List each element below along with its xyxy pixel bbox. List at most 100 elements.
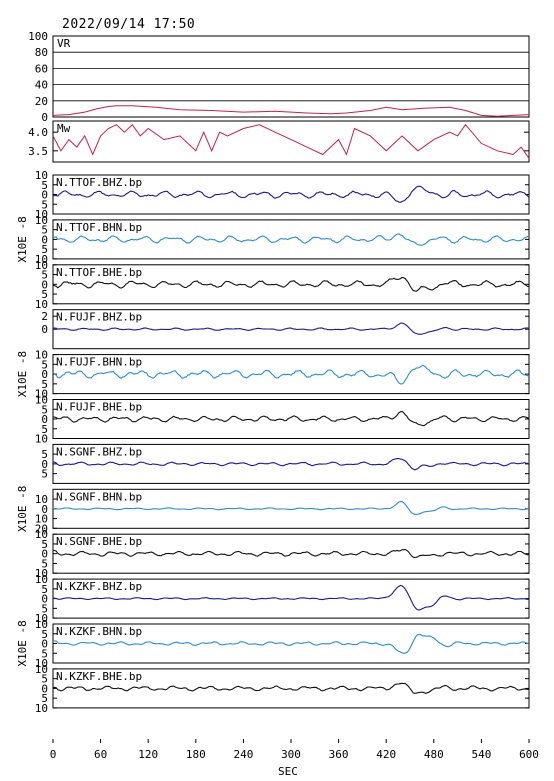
- waveform-tick-label: 10: [35, 298, 48, 311]
- waveform-tick-label: 0: [41, 413, 48, 426]
- waveform-trace: [52, 233, 530, 246]
- amplitude-scale-label: X10E -8: [16, 216, 29, 262]
- waveform-trace: [52, 458, 530, 471]
- vr-panel-label: VR: [57, 37, 71, 50]
- waveform-channel-label: N.KZKF.BHE.bp: [56, 670, 142, 683]
- x-tick-label: 540: [471, 748, 491, 761]
- waveform-tick-label: 5: [41, 198, 48, 211]
- waveform-trace: [52, 276, 530, 292]
- vr-tick-label: 40: [35, 79, 48, 92]
- waveform-tick-label: 5: [41, 403, 48, 416]
- vr-tick-label: 60: [35, 62, 48, 75]
- waveform-tick-label: 5: [41, 673, 48, 686]
- mw-tick-label: 3.5: [28, 145, 48, 158]
- waveform-tick-label: 10: [35, 433, 48, 446]
- x-tick-label: 180: [186, 748, 206, 761]
- waveform-channel-label: N.TTOF.BHZ.bp: [56, 176, 142, 189]
- x-tick-label: 300: [281, 748, 301, 761]
- vr-series-line: [52, 105, 530, 117]
- waveform-tick-label: 10: [35, 493, 48, 506]
- waveform-tick-label: 0: [41, 368, 48, 381]
- waveform-tick-label: 5: [41, 269, 48, 282]
- waveform-trace: [52, 548, 530, 559]
- waveform-channel-label: N.SGNF.BHN.bp: [56, 490, 142, 503]
- waveform-tick-label: 10: [35, 214, 48, 227]
- waveform-trace: [52, 322, 530, 335]
- x-tick-label: 360: [329, 748, 349, 761]
- waveform-tick-label: 5: [41, 647, 48, 660]
- waveform-channel-label: N.KZKF.BHZ.bp: [56, 580, 142, 593]
- mw-series-line: [52, 123, 530, 159]
- waveform-tick-label: 10: [35, 528, 48, 541]
- waveform-tick-label: 5: [41, 423, 48, 436]
- waveform-channel-label: N.SGNF.BHE.bp: [56, 535, 142, 548]
- x-tick-label: 420: [376, 748, 396, 761]
- waveform-trace: [52, 364, 530, 385]
- waveform-trace: [52, 584, 530, 611]
- waveform-tick-label: 10: [35, 657, 48, 670]
- waveform-channel-label: N.TTOF.BHE.bp: [56, 266, 142, 279]
- waveform-tick-label: 0: [41, 323, 48, 336]
- waveform-channel-label: N.SGNF.BHZ.bp: [56, 445, 142, 458]
- waveform-tick-label: 0: [41, 638, 48, 651]
- x-tick-label: 120: [138, 748, 158, 761]
- mw-panel-frame: [52, 120, 530, 163]
- waveform-tick-label: 2: [41, 310, 48, 323]
- waveform-tick-label: 5: [41, 583, 48, 596]
- waveform-tick-label: 0: [41, 458, 48, 471]
- waveform-tick-label: 10: [35, 618, 48, 631]
- waveform-trace: [52, 682, 530, 694]
- waveform-tick-label: 5: [41, 243, 48, 256]
- vr-tick-label: 100: [28, 30, 48, 43]
- x-tick-label: 600: [519, 748, 539, 761]
- waveform-trace: [52, 185, 530, 203]
- mw-panel-label: Mw: [57, 122, 71, 135]
- waveform-tick-label: 5: [41, 224, 48, 237]
- waveform-tick-label: 20: [35, 522, 48, 535]
- waveform-tick-label: 0: [41, 233, 48, 246]
- waveform-tick-label: 5: [41, 628, 48, 641]
- waveform-tick-label: 10: [35, 513, 48, 526]
- waveform-tick-label: 5: [41, 602, 48, 615]
- figure-datetime: 2022/09/14 17:50: [62, 17, 196, 32]
- waveform-tick-label: 10: [35, 567, 48, 580]
- mw-tick-label: 4.0: [28, 126, 48, 139]
- waveform-tick-label: 10: [35, 388, 48, 401]
- waveform-tick-label: 0: [41, 189, 48, 202]
- amplitude-scale-label: X10E -8: [16, 620, 29, 666]
- waveform-tick-label: 10: [35, 663, 48, 676]
- waveform-channel-label: N.FUJF.BHE.bp: [56, 401, 142, 414]
- waveform-tick-label: 0: [41, 593, 48, 606]
- waveform-channel-label: N.KZKF.BHN.bp: [56, 625, 142, 638]
- x-tick-label: 480: [424, 748, 444, 761]
- x-axis-label: SEC: [278, 765, 298, 778]
- waveform-tick-label: 10: [35, 208, 48, 221]
- waveform-tick-label: 0: [41, 503, 48, 516]
- x-tick-label: 60: [94, 748, 107, 761]
- amplitude-scale-label: X10E -8: [16, 351, 29, 397]
- waveform-tick-label: 5: [41, 468, 48, 481]
- waveform-tick-label: 5: [41, 358, 48, 371]
- waveform-tick-label: 10: [35, 259, 48, 272]
- x-tick-label: 0: [50, 748, 57, 761]
- waveform-tick-label: 10: [35, 573, 48, 586]
- waveform-tick-label: 5: [41, 378, 48, 391]
- waveform-tick-label: 0: [41, 278, 48, 291]
- waveform-channel-label: N.FUJF.BHN.bp: [56, 356, 142, 369]
- waveform-tick-label: 10: [35, 349, 48, 362]
- waveform-tick-label: 10: [35, 253, 48, 266]
- waveform-channel-label: N.FUJF.BHZ.bp: [56, 311, 142, 324]
- waveform-tick-label: 10: [35, 612, 48, 625]
- waveform-trace: [53, 410, 530, 427]
- waveform-tick-label: 5: [41, 692, 48, 705]
- waveform-tick-label: 10: [35, 394, 48, 407]
- waveform-tick-label: 5: [41, 288, 48, 301]
- waveform-tick-label: 5: [41, 179, 48, 192]
- vr-tick-label: 80: [35, 46, 48, 59]
- waveform-tick-label: 0: [41, 548, 48, 561]
- vr-tick-label: 0: [41, 111, 48, 124]
- waveform-tick-label: 10: [35, 169, 48, 182]
- x-tick-label: 240: [233, 748, 253, 761]
- waveform-trace: [53, 501, 530, 515]
